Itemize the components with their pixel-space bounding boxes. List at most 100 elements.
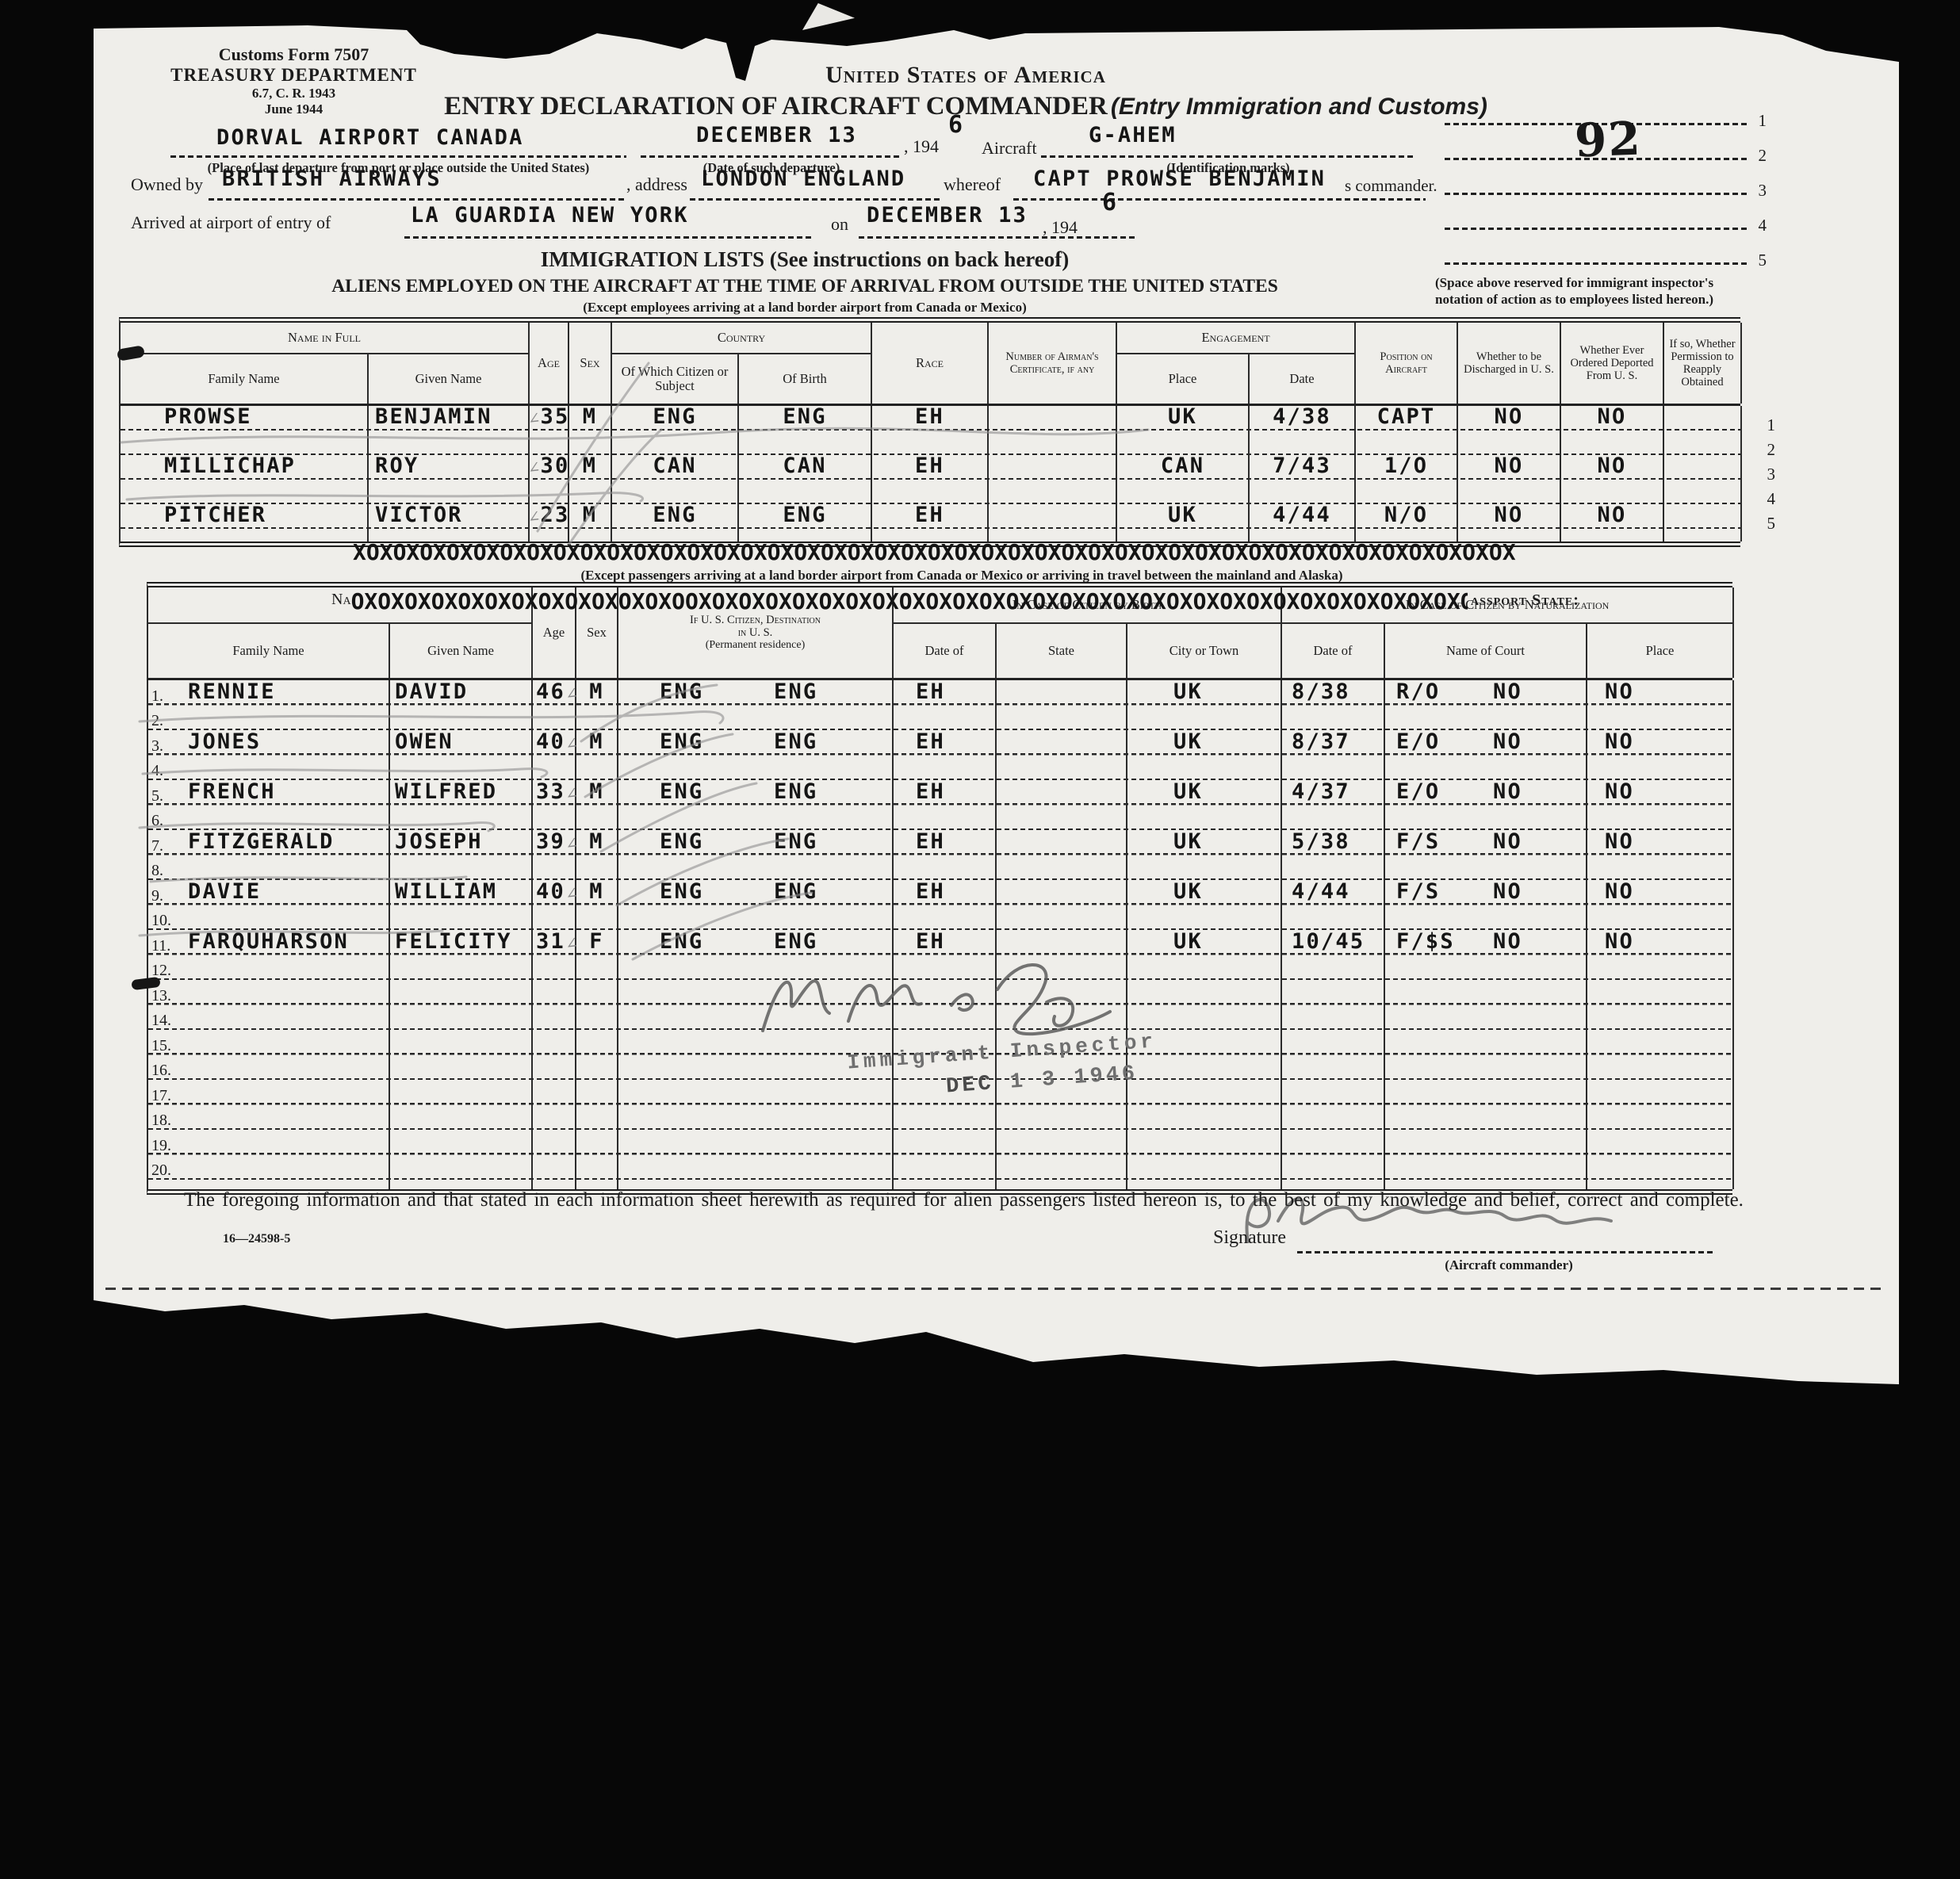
passenger-cell-family: 5. FRENCH [148, 779, 390, 806]
passenger-cell-age [533, 805, 576, 830]
passenger-cell-birth-date [894, 755, 997, 780]
passenger-cell-birth-city [1127, 755, 1282, 780]
crew-cell-cert [989, 431, 1117, 455]
passenger-line-number: 1. [151, 687, 163, 705]
handwritten-page-number: 92 [1573, 111, 1643, 168]
departure-date-value: DECEMBER 13 [696, 123, 858, 147]
passenger-cell-sex: M [576, 779, 618, 806]
passenger-cell-given [390, 1030, 533, 1055]
crew-table-header: Name in Full Family Name Given Name Age … [119, 317, 1742, 406]
crew-cell-reapply [1664, 504, 1742, 529]
passenger-cell-nat-place [1587, 755, 1734, 780]
passenger-cell-destination [618, 905, 894, 930]
crew-cell-family: MILLICHAP [121, 453, 369, 480]
crew-cell-cert [989, 504, 1117, 529]
passenger-table-body: 1. RENNIE DAVID 46∠ M ENG ENG EH UK 8/38 R/O NO NO 2.… [147, 679, 1734, 1195]
crew-cell-position: 1/O [1356, 453, 1458, 480]
passenger-cell-nat-place: NO [1587, 829, 1734, 855]
passenger-cell-birth-date [894, 1104, 997, 1130]
passenger-table-row: 10. [148, 905, 1734, 930]
passenger-cell-family: 8. [148, 855, 390, 880]
crew-cell-birth [739, 529, 872, 542]
crew-cell-date [1250, 480, 1356, 504]
header-given-name: Given Name [369, 354, 530, 404]
passenger-cell-age: 40∠ [533, 729, 579, 756]
passenger-table-row: 5. FRENCH WILFRED 33∠ M ENG ENG EH UK 4/37 E/O NO NO [148, 779, 1734, 806]
crew-cell-place: UK [1117, 404, 1250, 431]
passenger-cell-nat-date [1282, 1104, 1385, 1130]
crew-cell-position [1356, 529, 1458, 542]
passenger-cell-birth-city [1127, 805, 1282, 830]
header-position: Position on Aircraft [1356, 323, 1458, 404]
crew-cell-citizen_of: ENG [612, 404, 739, 431]
passenger-cell-nat-date [1282, 855, 1385, 880]
passenger-cell-birth-state [997, 955, 1127, 980]
crew-cell-age: ∠35 [526, 404, 570, 431]
passenger-cell-birth-city [1127, 955, 1282, 980]
passenger-cell-birth-city [1127, 1180, 1282, 1189]
passenger-cell-sex [576, 1180, 618, 1189]
passenger-cell-family: 16. [148, 1054, 390, 1080]
section1-exception: (Except employees arriving at a land bor… [583, 300, 1027, 315]
address-value: LONDON ENGLAND [701, 166, 906, 191]
passenger-table-row: 14. [148, 1005, 1734, 1030]
crew-cell-family [121, 529, 369, 542]
passenger-cell-birth-city: UK [1127, 879, 1282, 905]
crew-cell-reapply [1664, 431, 1742, 455]
title-block: United States of America ENTRY DECLARATI… [411, 62, 1521, 121]
passenger-table-row: 6. [148, 805, 1734, 830]
passenger-cell-given [390, 1054, 533, 1080]
passenger-cell-given [390, 1180, 533, 1189]
crew-cell-discharged [1458, 431, 1561, 455]
passenger-cell-sex [576, 1080, 618, 1105]
crew-cell-place [1117, 431, 1250, 455]
crew-cell-race [872, 480, 989, 504]
crew-cell-date [1250, 431, 1356, 455]
passenger-cell-birth-date: EH [894, 729, 997, 756]
passenger-cell-birth-state [997, 1130, 1127, 1155]
passenger-cell-family: 11. FARQUHARSON [148, 929, 390, 955]
passenger-cell-family: 7. FITZGERALD [148, 829, 390, 855]
xed-out-name-line: NaOXOXOXOXOXOXOXOXOXOXOXOXOOXOXOXOXOXOXO… [331, 588, 1468, 614]
header-deported: Whether Ever Ordered Deported From U. S. [1561, 323, 1664, 404]
crew-table-row: 4 [121, 480, 1775, 508]
crew-cell-race: EH [872, 404, 989, 431]
passenger-table-row: 19. [148, 1130, 1734, 1155]
crew-cell-given: BENJAMIN [369, 404, 530, 431]
passenger-table-row: 8. [148, 855, 1734, 880]
header-nat-date: Date of [1282, 624, 1385, 678]
crew-cell-race: EH [872, 503, 989, 529]
crew-cell-reapply [1664, 406, 1742, 431]
passenger-cell-birth-state [997, 830, 1127, 855]
passenger-table-row: 4. [148, 755, 1734, 780]
passenger-cell-birth-date: EH [894, 679, 997, 706]
passenger-table-spacer-row [148, 1180, 1734, 1189]
header-discharged: Whether to be Discharged in U. S. [1458, 323, 1561, 404]
passenger-cell-family: 13. [148, 980, 390, 1005]
signature-line [1297, 1251, 1716, 1253]
crew-cell-discharged: NO [1458, 404, 1561, 431]
passenger-cell-destination [618, 955, 894, 980]
crew-cell-place [1117, 529, 1250, 542]
crew-cell-deported: NO [1561, 453, 1664, 480]
passenger-cell-destination [618, 855, 894, 880]
crew-line-number: 3 [1767, 465, 1776, 484]
crew-cell-date: 4/38 [1250, 404, 1356, 431]
arrival-date-line [859, 236, 1138, 239]
passenger-cell-nat-place: NO [1587, 779, 1734, 806]
passenger-cell-nat-court [1385, 1154, 1587, 1180]
crew-cell-deported: NO [1561, 503, 1664, 529]
passenger-cell-destination [618, 1030, 894, 1055]
crew-cell-birth: CAN [739, 453, 872, 480]
departure-place-value: DORVAL AIRPORT CANADA [216, 125, 524, 150]
passenger-cell-birth-state [997, 855, 1127, 880]
passenger-cell-given [390, 1130, 533, 1155]
passenger-cell-nat-court [1385, 1054, 1587, 1080]
passenger-table: Family Name Given Name Age Sex If U. S. … [147, 582, 1734, 1195]
header-destination: If U. S. Citizen, Destination in U. S. (… [618, 587, 894, 678]
header-nat-court: Name of Court [1385, 624, 1587, 678]
passenger-table-row: 12. [148, 955, 1734, 980]
notation-caption: (Space above reserved for immigrant insp… [1435, 275, 1714, 308]
passenger-cell-nat-date [1282, 980, 1385, 1005]
passenger-cell-nat-court: E/O NO [1385, 729, 1587, 756]
